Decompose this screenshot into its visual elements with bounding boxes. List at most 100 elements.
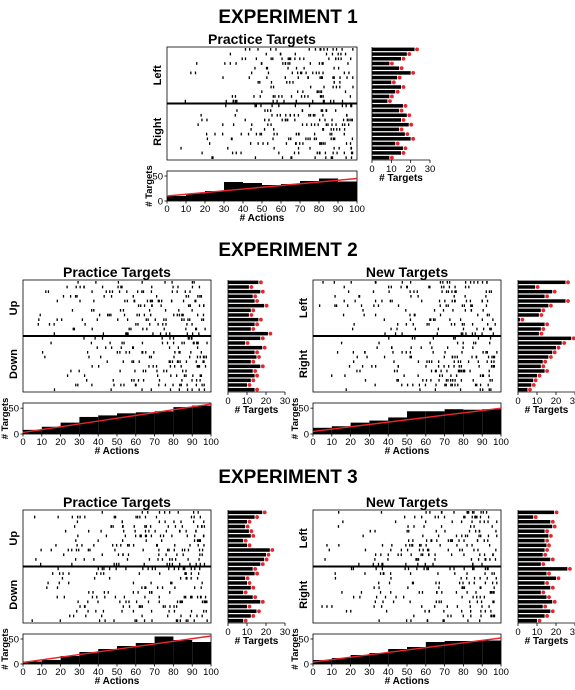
cum-bar [23, 661, 42, 664]
hist-marker [255, 373, 259, 378]
hist-marker [399, 108, 404, 113]
hist-marker [391, 80, 396, 85]
hist-bar [228, 336, 261, 341]
group-label: Down [8, 580, 20, 610]
hist-marker [255, 515, 259, 519]
hist-marker [260, 289, 265, 294]
hist-bar [228, 600, 261, 604]
cum-x-tick-label: 90 [477, 667, 488, 678]
hist-bar [228, 341, 246, 345]
hist-x-tick-label: 30 [570, 396, 575, 407]
hist-bar [372, 75, 398, 80]
hist-bar [518, 383, 532, 387]
hist-marker [260, 562, 265, 567]
hist-bar [372, 127, 400, 132]
group-label: Right [298, 580, 310, 608]
hist-bar [228, 557, 265, 562]
hist-bar [228, 373, 255, 378]
hist-marker [403, 103, 408, 108]
hist-marker [547, 543, 551, 548]
hist-x-label: # Targets [235, 636, 279, 647]
hist-bar [228, 590, 244, 595]
hist-marker [245, 576, 250, 581]
hist-bar [372, 99, 388, 103]
hist-marker [253, 369, 258, 373]
cum-x-tick-label: 100 [493, 667, 509, 678]
hist-bar [228, 364, 261, 369]
cum-x-tick-label: 30 [364, 437, 375, 448]
hist-bar [228, 609, 257, 613]
hist-bar [228, 322, 255, 327]
hist-marker [549, 303, 553, 308]
cum-x-tick-label: 10 [327, 437, 338, 448]
hist-bar [518, 534, 549, 538]
hist-bar [228, 378, 251, 383]
cum-y-tick-label: 0 [158, 197, 163, 208]
cum-bar [463, 641, 483, 664]
hist-bar [228, 585, 251, 590]
hist-bar [228, 383, 247, 387]
hist-bar [372, 94, 390, 99]
hist-bar [518, 595, 547, 599]
hist-marker [556, 576, 561, 581]
cum-y-label: # Targets [0, 398, 11, 440]
cum-x-tick-label: 80 [168, 667, 179, 678]
cum-bar [173, 407, 193, 434]
cum-x-tick-label: 0 [20, 667, 25, 678]
hist-marker [247, 581, 252, 585]
hist-x-tick-label: 30 [425, 164, 436, 175]
hist-bar [518, 299, 566, 303]
cum-y-tick-label: 50 [152, 172, 163, 183]
hist-bar [518, 378, 534, 383]
hist-marker [257, 355, 261, 359]
cum-bar [463, 409, 483, 434]
reference-line [312, 407, 502, 433]
hist-marker [253, 294, 258, 299]
cum-bar [407, 411, 426, 434]
hist-bar [518, 322, 545, 327]
hist-x-label: # Targets [235, 405, 279, 416]
hist-bar [518, 359, 543, 364]
cum-x-tick-label: 40 [93, 667, 104, 678]
hist-bar [518, 350, 553, 355]
hist-marker [401, 85, 406, 89]
hist-marker [251, 359, 256, 364]
hist-bar [228, 534, 251, 538]
hist-marker [550, 585, 555, 590]
hist-bar [228, 576, 246, 581]
hist-marker [264, 557, 269, 562]
hist-marker [251, 614, 256, 618]
hist-bar [372, 104, 403, 108]
cum-bar [192, 405, 211, 434]
hist-marker [533, 378, 538, 383]
hist-marker [260, 336, 265, 341]
hist-bar [372, 52, 407, 56]
cum-y-tick-label: 50 [298, 404, 309, 415]
hist-x-tick-label: 30 [570, 627, 575, 638]
hist-marker [243, 618, 248, 623]
cum-x-tick-label: 70 [149, 667, 160, 678]
hist-marker [552, 524, 557, 529]
hist-bar [518, 369, 545, 373]
hist-bar [518, 387, 528, 392]
hist-bar [228, 524, 246, 529]
group-label: Up [8, 531, 20, 546]
cum-bar [79, 416, 99, 434]
cum-x-tick-label: 70 [439, 667, 450, 678]
hist-marker [255, 387, 259, 392]
cum-bar [41, 660, 61, 664]
hist-marker [549, 533, 553, 538]
hist-bar [518, 548, 545, 552]
panel-title: Practice Targets [63, 264, 171, 280]
hist-bar [228, 289, 261, 294]
hist-bar [518, 280, 566, 285]
hist-bar [518, 336, 572, 341]
hist-x-label: # Targets [379, 173, 423, 184]
hist-bar [228, 543, 247, 548]
hist-marker [247, 519, 252, 524]
hist-bar [518, 614, 545, 618]
hist-bar [228, 369, 253, 373]
hist-bar [228, 359, 251, 364]
hist-marker [543, 359, 548, 364]
hist-x-tick-label: 0 [225, 627, 230, 638]
